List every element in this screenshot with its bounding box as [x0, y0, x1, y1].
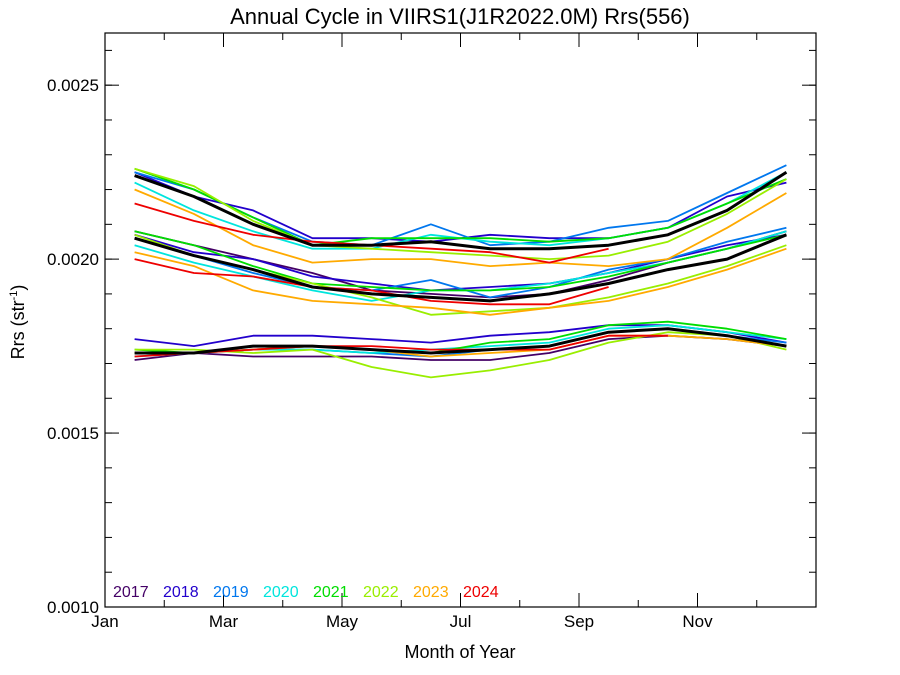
y-tick-label: 0.0025 [47, 76, 99, 95]
x-tick-label: Jul [450, 612, 472, 631]
axis-ticks: Jan Mar May Jul Sep Nov 0.0010 0.0015 0.0020 0.00… [47, 33, 816, 631]
series-line-2021-band-2 [134, 230, 787, 292]
series-line-2021-band-1 [134, 167, 787, 247]
series-line-2022-band-1 [134, 167, 787, 260]
series-line-mean-band-1 [134, 170, 788, 251]
x-tick-label: May [326, 612, 359, 631]
series-line-2024-band-3 [134, 334, 668, 358]
x-tick-label: Mar [209, 612, 239, 631]
y-axis-label: Rrs (str-1) [8, 285, 28, 360]
y-tick-label: 0.0015 [47, 424, 99, 443]
x-tick-label: Jan [91, 612, 118, 631]
series-line-2019-band-2 [134, 226, 787, 299]
series-line-mean-band-2 [134, 233, 787, 303]
x-tick-label: Sep [564, 612, 594, 631]
series-line-2023-band-2 [134, 247, 787, 316]
y-tick-label: 0.0010 [47, 598, 99, 617]
series-line-2024-band-2 [134, 258, 609, 306]
legend-item-2020: 2020 [263, 584, 299, 601]
series-line-2023-band-1 [134, 188, 787, 267]
series-lines [134, 164, 788, 379]
chart-title: Annual Cycle in VIIRS1(J1R2022.0M) Rrs(5… [230, 4, 690, 29]
plot-frame [104, 32, 817, 608]
legend-item-2017: 2017 [113, 584, 149, 601]
y-axis-label-exponent: -1 [8, 291, 20, 301]
series-line-mean-band-3 [134, 327, 787, 355]
legend-item-2023: 2023 [413, 584, 449, 601]
series-line-2022-band-3 [134, 331, 787, 379]
legend-item-2024: 2024 [463, 584, 499, 601]
y-axis-label-close: ) [8, 285, 28, 291]
legend-item-2018: 2018 [163, 584, 199, 601]
legend-item-2022: 2022 [363, 584, 399, 601]
x-axis-label: Month of Year [404, 642, 515, 662]
x-tick-label: Nov [682, 612, 713, 631]
y-tick-label: 0.0020 [47, 250, 99, 269]
legend: 2017 2018 2019 2020 2021 2022 2023 2024 [113, 584, 499, 601]
legend-item-2021: 2021 [313, 584, 349, 601]
y-axis-label-main: Rrs (str [8, 300, 28, 359]
legend-item-2019: 2019 [213, 584, 249, 601]
